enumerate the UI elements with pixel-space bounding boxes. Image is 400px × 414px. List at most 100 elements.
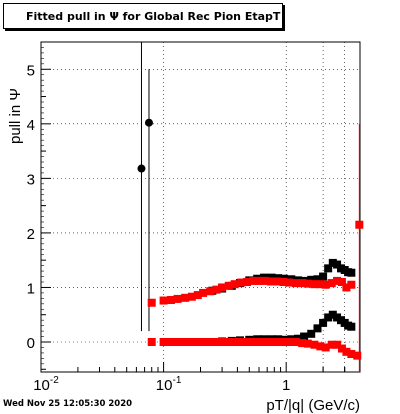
- data-point: [249, 338, 258, 346]
- grid-lines: [40, 42, 361, 372]
- data-point: [319, 272, 328, 281]
- y-tick-label: 2: [27, 226, 35, 243]
- data-point: [347, 280, 356, 289]
- data-point: [291, 338, 300, 346]
- timestamp-footer: Wed Nov 25 12:05:30 2020: [3, 399, 133, 409]
- x-axis-label: pT/|q| (GeV/c): [266, 397, 360, 414]
- data-point: [193, 338, 202, 346]
- data-point: [319, 318, 328, 327]
- data-point: [206, 338, 215, 346]
- x-tick-label: 10-1: [156, 375, 182, 394]
- data-point: [328, 258, 337, 267]
- data-point: [230, 338, 239, 346]
- data-point: [307, 329, 316, 338]
- data-point: [249, 276, 258, 285]
- data-point: [285, 278, 294, 287]
- data-point: [321, 343, 330, 352]
- data-point: [212, 338, 221, 346]
- data-point: [199, 288, 208, 297]
- data-point: [181, 293, 190, 302]
- data-point: [187, 338, 196, 346]
- data-point: [218, 283, 227, 292]
- data-point: [321, 280, 330, 289]
- data-point: [316, 280, 325, 289]
- x-tick-label: 10-2: [33, 375, 59, 394]
- data-point: [218, 338, 227, 346]
- data-point: [327, 279, 336, 288]
- chart-title-box: Fitted pull in Ψ for Global Rec Pion Eta…: [3, 3, 283, 29]
- data-point: [310, 340, 319, 349]
- data-point: [327, 340, 336, 349]
- data-point: [333, 340, 342, 349]
- data-point: [147, 338, 156, 346]
- data-point: [347, 350, 356, 358]
- data-point: [285, 338, 294, 346]
- data-point: [324, 264, 333, 273]
- data-point: [243, 278, 252, 286]
- data-point: [260, 276, 269, 285]
- data-point: [298, 279, 307, 288]
- data-point: [147, 298, 156, 307]
- data-point: [237, 338, 246, 346]
- data-point: [353, 351, 362, 360]
- data-point: [237, 278, 246, 287]
- data-point: [291, 279, 300, 288]
- data-point: [300, 332, 309, 341]
- data-point: [159, 338, 168, 346]
- data-point: [342, 283, 351, 292]
- data-point: [173, 338, 182, 346]
- data-point: [342, 347, 351, 356]
- y-tick-label: 5: [27, 62, 35, 79]
- data-point: [313, 324, 322, 333]
- data-point: [266, 277, 275, 286]
- data-point: [181, 338, 190, 346]
- data-point: [316, 342, 325, 351]
- data-point: [206, 287, 215, 296]
- data-point: [337, 344, 346, 353]
- data-point: [333, 276, 342, 285]
- data-point: [193, 291, 202, 300]
- data-point: [272, 338, 281, 346]
- y-tick-label: 0: [27, 335, 35, 352]
- data-point: [355, 220, 364, 229]
- data-point: [328, 310, 337, 319]
- data-point: [260, 338, 269, 346]
- data-point: [199, 338, 208, 346]
- y-tick-label: 1: [27, 280, 35, 297]
- data-point: [243, 338, 252, 346]
- chart-title: Fitted pull in Ψ for Global Rec Pion Eta…: [26, 9, 281, 23]
- data-point: [303, 339, 312, 348]
- plot-frame: [40, 41, 361, 373]
- axes: 0 1 2 3 4 5 10-2 10-1 1: [27, 41, 361, 394]
- data-point: [137, 164, 146, 173]
- data-point: [303, 279, 312, 288]
- data-point: [298, 339, 307, 348]
- data-point: [173, 294, 182, 303]
- data-point: [187, 292, 196, 301]
- data-point: [266, 338, 275, 346]
- y-axis-label: pull in Ψ: [7, 88, 24, 144]
- x-tick-label: 1: [282, 377, 290, 394]
- data-point: [254, 276, 263, 285]
- data-marks: [137, 42, 364, 372]
- data-point: [337, 278, 346, 286]
- data-point: [347, 268, 356, 277]
- y-tick-label: 4: [27, 117, 35, 134]
- data-point: [324, 313, 333, 322]
- data-point: [167, 338, 176, 346]
- data-point: [144, 118, 153, 127]
- data-point: [224, 338, 233, 346]
- data-point: [310, 280, 319, 289]
- data-point: [230, 280, 239, 289]
- data-point: [167, 296, 176, 304]
- data-point: [224, 281, 233, 290]
- data-point: [212, 285, 221, 294]
- data-point: [254, 338, 263, 346]
- data-point: [347, 322, 356, 331]
- data-point: [279, 338, 288, 346]
- data-point: [279, 278, 288, 286]
- data-point: [159, 296, 168, 305]
- y-tick-label: 3: [27, 171, 35, 188]
- data-point: [313, 275, 322, 284]
- data-point: [272, 277, 281, 286]
